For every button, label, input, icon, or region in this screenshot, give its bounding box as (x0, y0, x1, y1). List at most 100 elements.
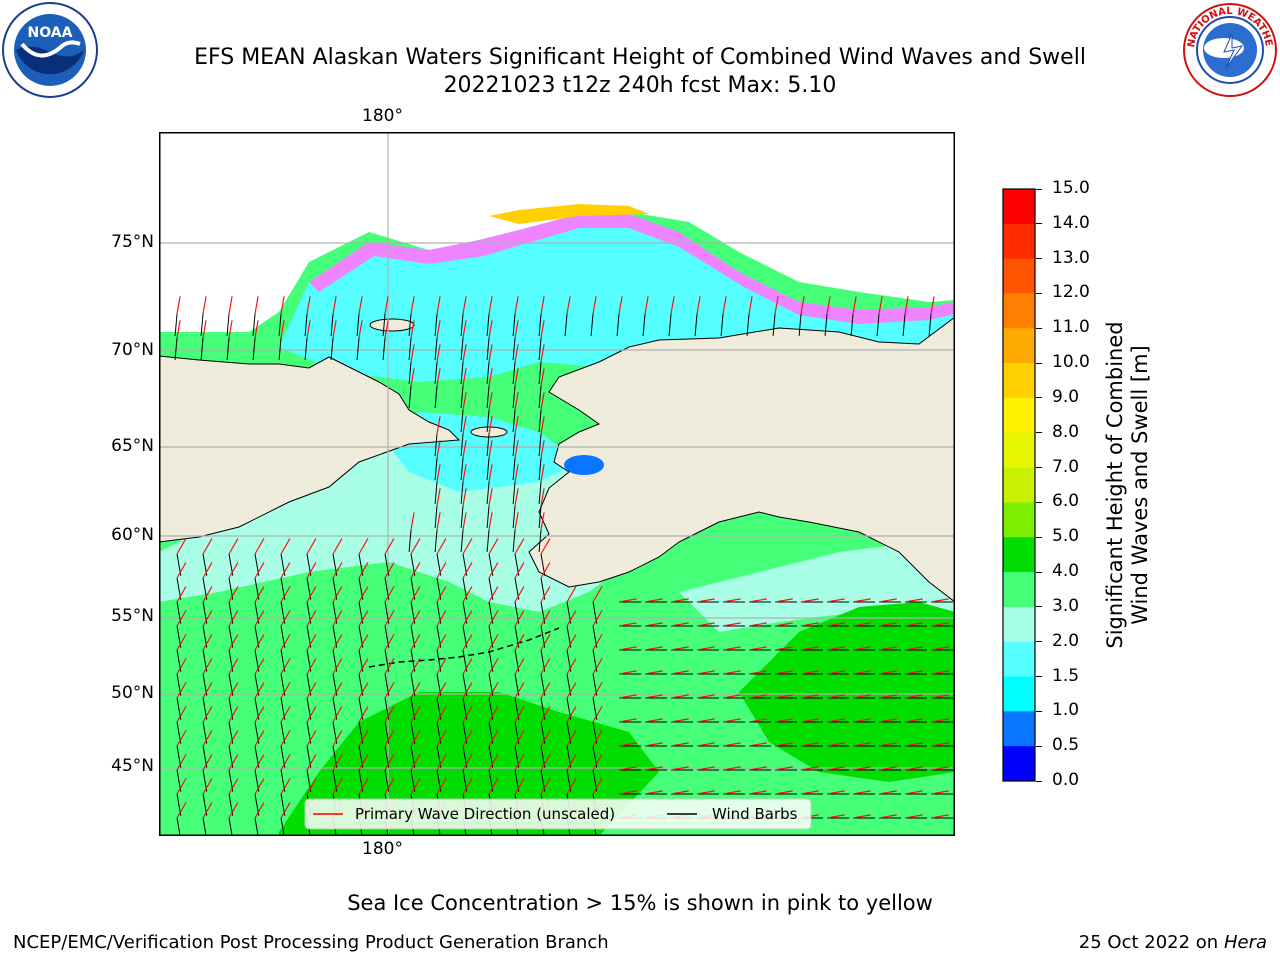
wave-direction-arrow (436, 586, 447, 603)
wave-direction-arrow (618, 790, 637, 795)
colorbar-segment (1003, 223, 1035, 260)
wave-direction-arrow (176, 778, 187, 795)
wave-direction-arrow (280, 754, 291, 771)
colorbar-tick-mark (1036, 710, 1042, 712)
colorbar-tick-label: 3.0 (1052, 595, 1080, 616)
wave-direction-arrow (618, 694, 637, 699)
wave-direction-arrow (488, 706, 499, 723)
wave-direction-arrow (176, 538, 187, 555)
wave-direction-arrow (930, 742, 949, 747)
wind-barb (330, 313, 334, 336)
colorbar-tick-label: 0.0 (1052, 770, 1080, 790)
wave-direction-arrow (462, 562, 473, 579)
wave-direction-arrow (566, 730, 577, 747)
wave-direction-arrow (176, 634, 187, 651)
wave-direction-field (176, 296, 949, 819)
wind-barb (512, 433, 516, 456)
wave-direction-arrow (306, 562, 317, 579)
colorbar-tick-mark (1036, 292, 1042, 294)
wave-direction-arrow (280, 296, 285, 315)
wave-direction-arrow (878, 598, 897, 603)
colorbar-tick-mark (1036, 606, 1042, 608)
wave-direction-arrow (514, 464, 519, 483)
wave-direction-arrow (878, 694, 897, 699)
lat-label-55: 55°N (111, 606, 154, 626)
wave-direction-arrow (176, 296, 181, 315)
wave-direction-arrow (904, 814, 923, 819)
colorbar-tick-label: 2.0 (1052, 630, 1080, 651)
wave-direction-arrow (306, 296, 311, 315)
nws-logo: NATIONAL WEATHER SERVICE (1180, 0, 1277, 97)
colorbar-tick-mark (1036, 571, 1042, 573)
wave-direction-arrow (254, 586, 265, 603)
wave-direction-arrow (332, 730, 343, 747)
wind-barb (512, 385, 516, 408)
wave-direction-arrow (436, 344, 441, 363)
wave-direction-arrow (644, 790, 663, 795)
wind-barb (512, 505, 516, 528)
wave-direction-arrow (254, 754, 265, 771)
wave-direction-arrow (176, 562, 187, 579)
wave-direction-arrow (514, 368, 519, 387)
wave-direction-arrow (202, 754, 213, 771)
wave-direction-arrow (462, 296, 467, 315)
wave-direction-arrow (358, 562, 369, 579)
wind-barb (382, 337, 386, 360)
wave-direction-arrow (280, 634, 291, 651)
wave-direction-arrow (852, 622, 871, 627)
wave-direction-arrow (436, 512, 441, 531)
wave-direction-arrow (670, 694, 689, 699)
legend-barb-label: Wind Barbs (712, 805, 798, 823)
wave-direction-arrow (514, 682, 525, 699)
wave-direction-arrow (488, 296, 493, 315)
colorbar-tick-mark (1036, 641, 1042, 643)
colorbar-tick-mark (1036, 397, 1042, 399)
wind-barb (486, 457, 490, 480)
wind-barb (434, 457, 438, 480)
wave-direction-arrow (644, 296, 649, 315)
wave-direction-arrow (358, 538, 369, 555)
wind-barb (512, 337, 516, 360)
wave-direction-arrow (514, 658, 525, 675)
wave-direction-arrow (306, 658, 317, 675)
sea-ice-yellow (489, 204, 649, 224)
wave-direction-arrow (384, 754, 395, 771)
wave-direction-arrow (488, 464, 493, 483)
wind-barb (252, 313, 256, 336)
wave-direction-arrow (462, 658, 473, 675)
wave-direction-arrow (228, 586, 239, 603)
wave-direction-arrow (878, 646, 897, 651)
wave-direction-arrow (228, 682, 239, 699)
wind-barb (202, 817, 207, 836)
wave-direction-arrow (930, 598, 949, 603)
wind-barb (512, 313, 516, 336)
wave-direction-arrow (384, 778, 395, 795)
colorbar-segment (1003, 537, 1035, 573)
wave-direction-arrow (306, 586, 317, 603)
wave-direction-arrow (696, 766, 715, 771)
wave-direction-arrow (748, 694, 767, 699)
wave-direction-arrow (540, 562, 551, 579)
wave-direction-arrow (332, 754, 343, 771)
wave-direction-arrow (592, 658, 603, 675)
wave-direction-arrow (722, 646, 741, 651)
wave-direction-arrow (410, 296, 415, 315)
wave-direction-arrow (436, 682, 447, 699)
wind-barb (382, 313, 386, 336)
wave-direction-arrow (332, 320, 337, 339)
wave-direction-arrow (826, 622, 845, 627)
wind-barb (538, 313, 542, 336)
wave-direction-arrow (332, 586, 343, 603)
colorbar-segment (1003, 328, 1035, 364)
wave-direction-arrow (176, 802, 187, 819)
wave-direction-arrow (722, 766, 741, 771)
chart-title: EFS MEAN Alaskan Waters Significant Heig… (194, 45, 1086, 70)
wind-barb (538, 385, 542, 408)
wave-direction-arrow (202, 778, 213, 795)
wave-direction-arrow (306, 778, 317, 795)
wave-direction-arrow (618, 296, 623, 315)
colorbar-segment (1003, 432, 1035, 469)
wave-direction-arrow (384, 562, 395, 579)
wind-barb (798, 313, 802, 336)
wave-direction-arrow (202, 802, 213, 819)
